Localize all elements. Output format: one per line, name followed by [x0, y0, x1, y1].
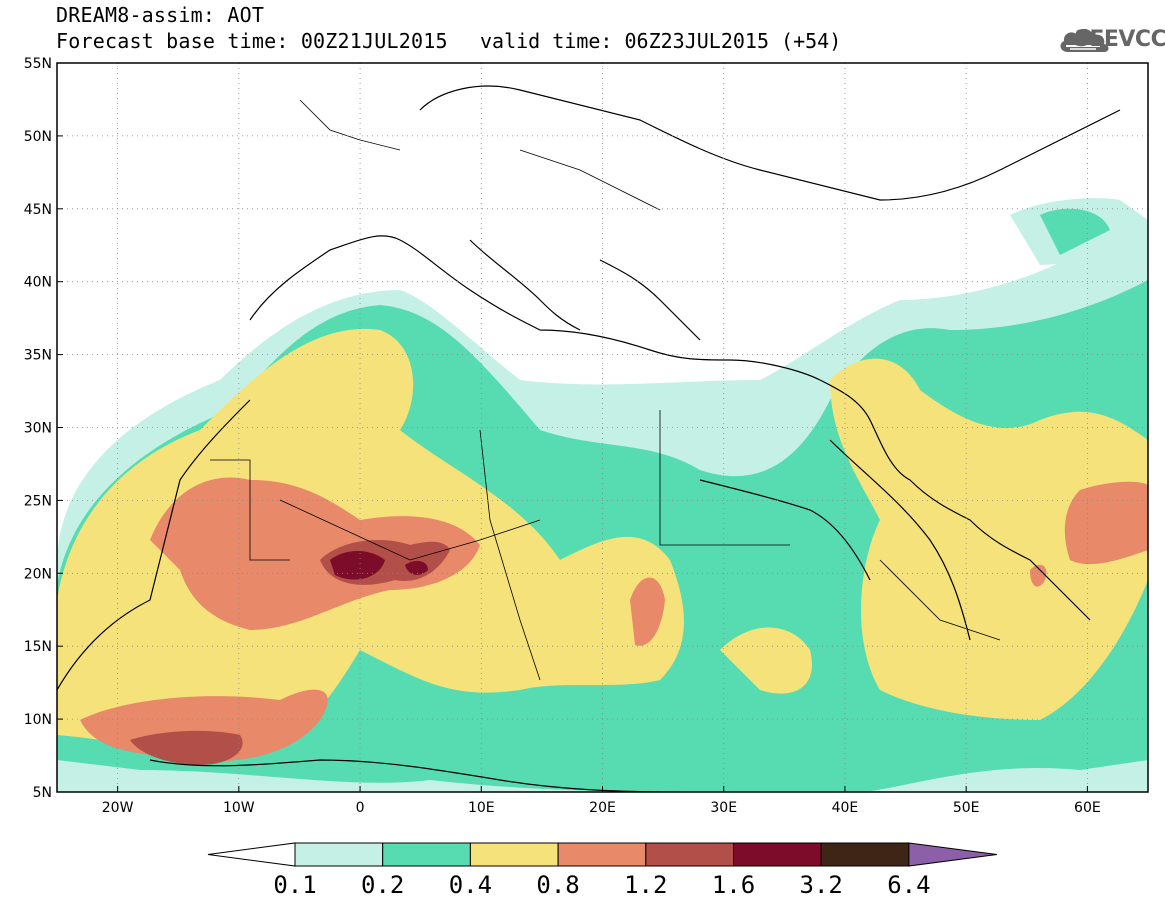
lat-label: 20N — [24, 566, 52, 582]
lat-label: 40N — [24, 275, 52, 291]
colorbar-swatch — [557, 842, 647, 867]
colorbar-tick-label: 0.1 — [273, 871, 316, 899]
cloud-icon — [1060, 28, 1109, 52]
colorbar-labels: 0.1 0.2 0.4 0.8 1.2 1.6 3.2 6.4 — [273, 871, 930, 899]
gridlines — [57, 63, 1148, 792]
colorbar-swatch — [382, 842, 471, 867]
colorbar-max-arrow — [908, 842, 997, 867]
lon-label: 20W — [102, 800, 134, 816]
lat-label: 30N — [24, 421, 52, 437]
lon-label: 30E — [710, 800, 737, 816]
lon-label: 60E — [1074, 800, 1101, 816]
lat-axis: 5N 10N 15N 20N 25N 30N 35N 40N 45N 50N 55N — [24, 56, 63, 801]
lat-label: 50N — [24, 129, 52, 145]
chart-title: DREAM8-assim: AOT — [56, 3, 265, 27]
colorbar-swatch — [645, 842, 734, 867]
colorbar-swatch — [469, 842, 559, 867]
aot-field-very-high — [80, 477, 1148, 762]
lat-label: 5N — [33, 785, 52, 801]
colorbar-tick-label: 0.2 — [361, 871, 404, 899]
lon-label: 0 — [356, 800, 365, 816]
colorbar-swatch — [294, 842, 384, 867]
country-borders — [210, 99, 1001, 681]
colorbar-tick-label: 3.2 — [800, 871, 843, 899]
lon-label: 20E — [589, 800, 616, 816]
lat-label: 15N — [24, 639, 52, 655]
lat-label: 35N — [24, 348, 52, 364]
forecast-base-time: Forecast base time: 00Z21JUL2015 — [56, 29, 448, 53]
logo-text: SEEVCCC — [1074, 27, 1165, 52]
colorbar-tick-label: 0.8 — [536, 871, 579, 899]
coastlines — [57, 85, 1121, 792]
colorbar-min-arrow — [207, 842, 296, 867]
lon-label: 40E — [832, 800, 859, 816]
colorbar-tick-label: 1.6 — [712, 871, 755, 899]
colorbar-swatch — [820, 842, 910, 867]
colorbar — [207, 842, 997, 867]
lat-label: 10N — [24, 712, 52, 728]
colorbar-swatch — [733, 842, 822, 867]
lon-label: 10W — [223, 800, 255, 816]
colorbar-tick-label: 0.4 — [449, 871, 492, 899]
colorbar-tick-label: 6.4 — [887, 871, 930, 899]
valid-time: valid time: 06Z23JUL2015 (+54) — [480, 29, 842, 53]
lat-label: 45N — [24, 202, 52, 218]
lon-axis: 20W 10W 0 10E 20E 30E 40E 50E 60E — [102, 786, 1101, 816]
lat-label: 55N — [24, 56, 52, 72]
lat-label: 25N — [24, 493, 52, 509]
colorbar-tick-label: 1.2 — [624, 871, 667, 899]
lon-label: 50E — [953, 800, 980, 816]
lon-label: 10E — [468, 800, 495, 816]
